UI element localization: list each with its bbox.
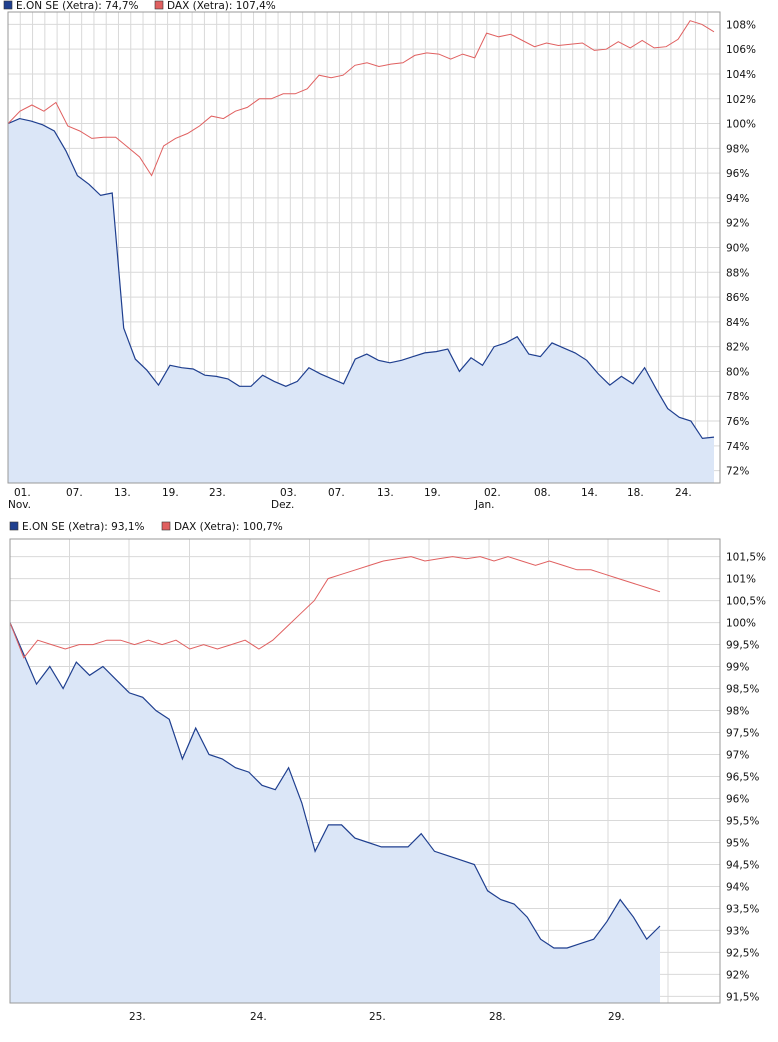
- x-tick-label: 13.: [114, 487, 131, 499]
- y-tick-label: 108%: [726, 19, 756, 31]
- legend-swatch: [3, 0, 13, 10]
- x-tick-label: 28.: [489, 1011, 506, 1023]
- y-tick-label: 97,5%: [726, 728, 759, 740]
- eon-line: [9, 622, 661, 949]
- x-month-label: Jan.: [474, 499, 495, 511]
- dax-line: [7, 20, 715, 177]
- y-tick-label: 96%: [726, 168, 749, 180]
- x-tick-label: 18.: [627, 487, 644, 499]
- y-tick-label: 91,5%: [726, 991, 759, 1003]
- x-tick-label: 24.: [250, 1011, 267, 1023]
- y-tick-label: 80%: [726, 366, 749, 378]
- x-tick-label: 23.: [129, 1011, 146, 1023]
- y-tick-label: 92%: [726, 969, 749, 981]
- y-tick-label: 94%: [726, 193, 749, 205]
- legend-label: DAX (Xetra): 100,7%: [174, 521, 283, 533]
- x-tick-label: 14.: [581, 487, 598, 499]
- y-tick-label: 95,5%: [726, 815, 759, 827]
- y-tick-label: 90%: [726, 243, 749, 255]
- x-tick-label: 25.: [369, 1011, 386, 1023]
- y-tick-label: 97%: [726, 750, 749, 762]
- plot-frame: [7, 11, 721, 484]
- y-tick-label: 101%: [726, 574, 756, 586]
- y-tick-label: 96%: [726, 793, 749, 805]
- x-tick-label: 13.: [377, 487, 394, 499]
- y-tick-label: 78%: [726, 391, 749, 403]
- y-tick-label: 94%: [726, 881, 749, 893]
- x-tick-label: 07.: [66, 487, 83, 499]
- y-tick-label: 99%: [726, 662, 749, 674]
- x-tick-label: 23.: [209, 487, 226, 499]
- y-tick-label: 100%: [726, 119, 756, 131]
- y-tick-label: 104%: [726, 69, 756, 81]
- plot-frame: [9, 538, 721, 1004]
- legend-label: E.ON SE (Xetra): 93,1%: [22, 521, 145, 533]
- x-tick-label: 19.: [162, 487, 179, 499]
- y-tick-label: 100%: [726, 618, 756, 630]
- eon-line: [7, 117, 715, 440]
- y-tick-label: 99,5%: [726, 640, 759, 652]
- legend-swatch: [9, 521, 19, 531]
- chart-2: 91,5% 92% 92,5% 93% 93,5% 94% 94,5% 95% 95,5% 96%…: [9, 521, 766, 1023]
- legend-label: E.ON SE (Xetra): 74,7%: [16, 0, 139, 12]
- y-tick-label: 88%: [726, 267, 749, 279]
- y-tick-label: 86%: [726, 292, 749, 304]
- x-tick-label: 07.: [328, 487, 345, 499]
- legend-swatch: [161, 521, 171, 531]
- y-tick-label: 95%: [726, 837, 749, 849]
- y-tick-label: 98%: [726, 706, 749, 718]
- x-tick-label: 08.: [534, 487, 551, 499]
- x-tick-label: 01.: [14, 487, 31, 499]
- x-month-label: Nov.: [8, 499, 31, 511]
- legend-swatch: [154, 0, 164, 10]
- y-tick-label: 100,5%: [726, 596, 766, 608]
- y-tick-label: 96,5%: [726, 771, 759, 783]
- dax-line: [9, 556, 661, 659]
- x-tick-label: 29.: [608, 1011, 625, 1023]
- y-tick-label: 74%: [726, 441, 749, 453]
- x-month-label: Dez.: [271, 499, 294, 511]
- y-tick-label: 94,5%: [726, 859, 759, 871]
- y-tick-label: 93%: [726, 925, 749, 937]
- y-tick-label: 72%: [726, 466, 749, 478]
- y-tick-label: 102%: [726, 94, 756, 106]
- y-tick-label: 106%: [726, 44, 756, 56]
- y-tick-label: 76%: [726, 416, 749, 428]
- legend-label: DAX (Xetra): 107,4%: [167, 0, 276, 12]
- chart-1: 72% 74% 76% 78% 80% 82% 84% 86% 88% 90% 92% 94% 96% 9…: [3, 0, 756, 511]
- x-tick-label: 02.: [484, 487, 501, 499]
- y-tick-label: 93,5%: [726, 903, 759, 915]
- y-tick-label: 84%: [726, 317, 749, 329]
- eon-area: [8, 118, 714, 483]
- x-tick-label: 03.: [280, 487, 297, 499]
- y-tick-label: 82%: [726, 342, 749, 354]
- y-tick-label: 98%: [726, 143, 749, 155]
- y-tick-label: 98,5%: [726, 684, 759, 696]
- x-tick-label: 24.: [675, 487, 692, 499]
- x-tick-label: 19.: [424, 487, 441, 499]
- y-tick-label: 92%: [726, 218, 749, 230]
- eon-area: [10, 622, 660, 1003]
- y-tick-label: 101,5%: [726, 552, 766, 564]
- y-tick-label: 92,5%: [726, 947, 759, 959]
